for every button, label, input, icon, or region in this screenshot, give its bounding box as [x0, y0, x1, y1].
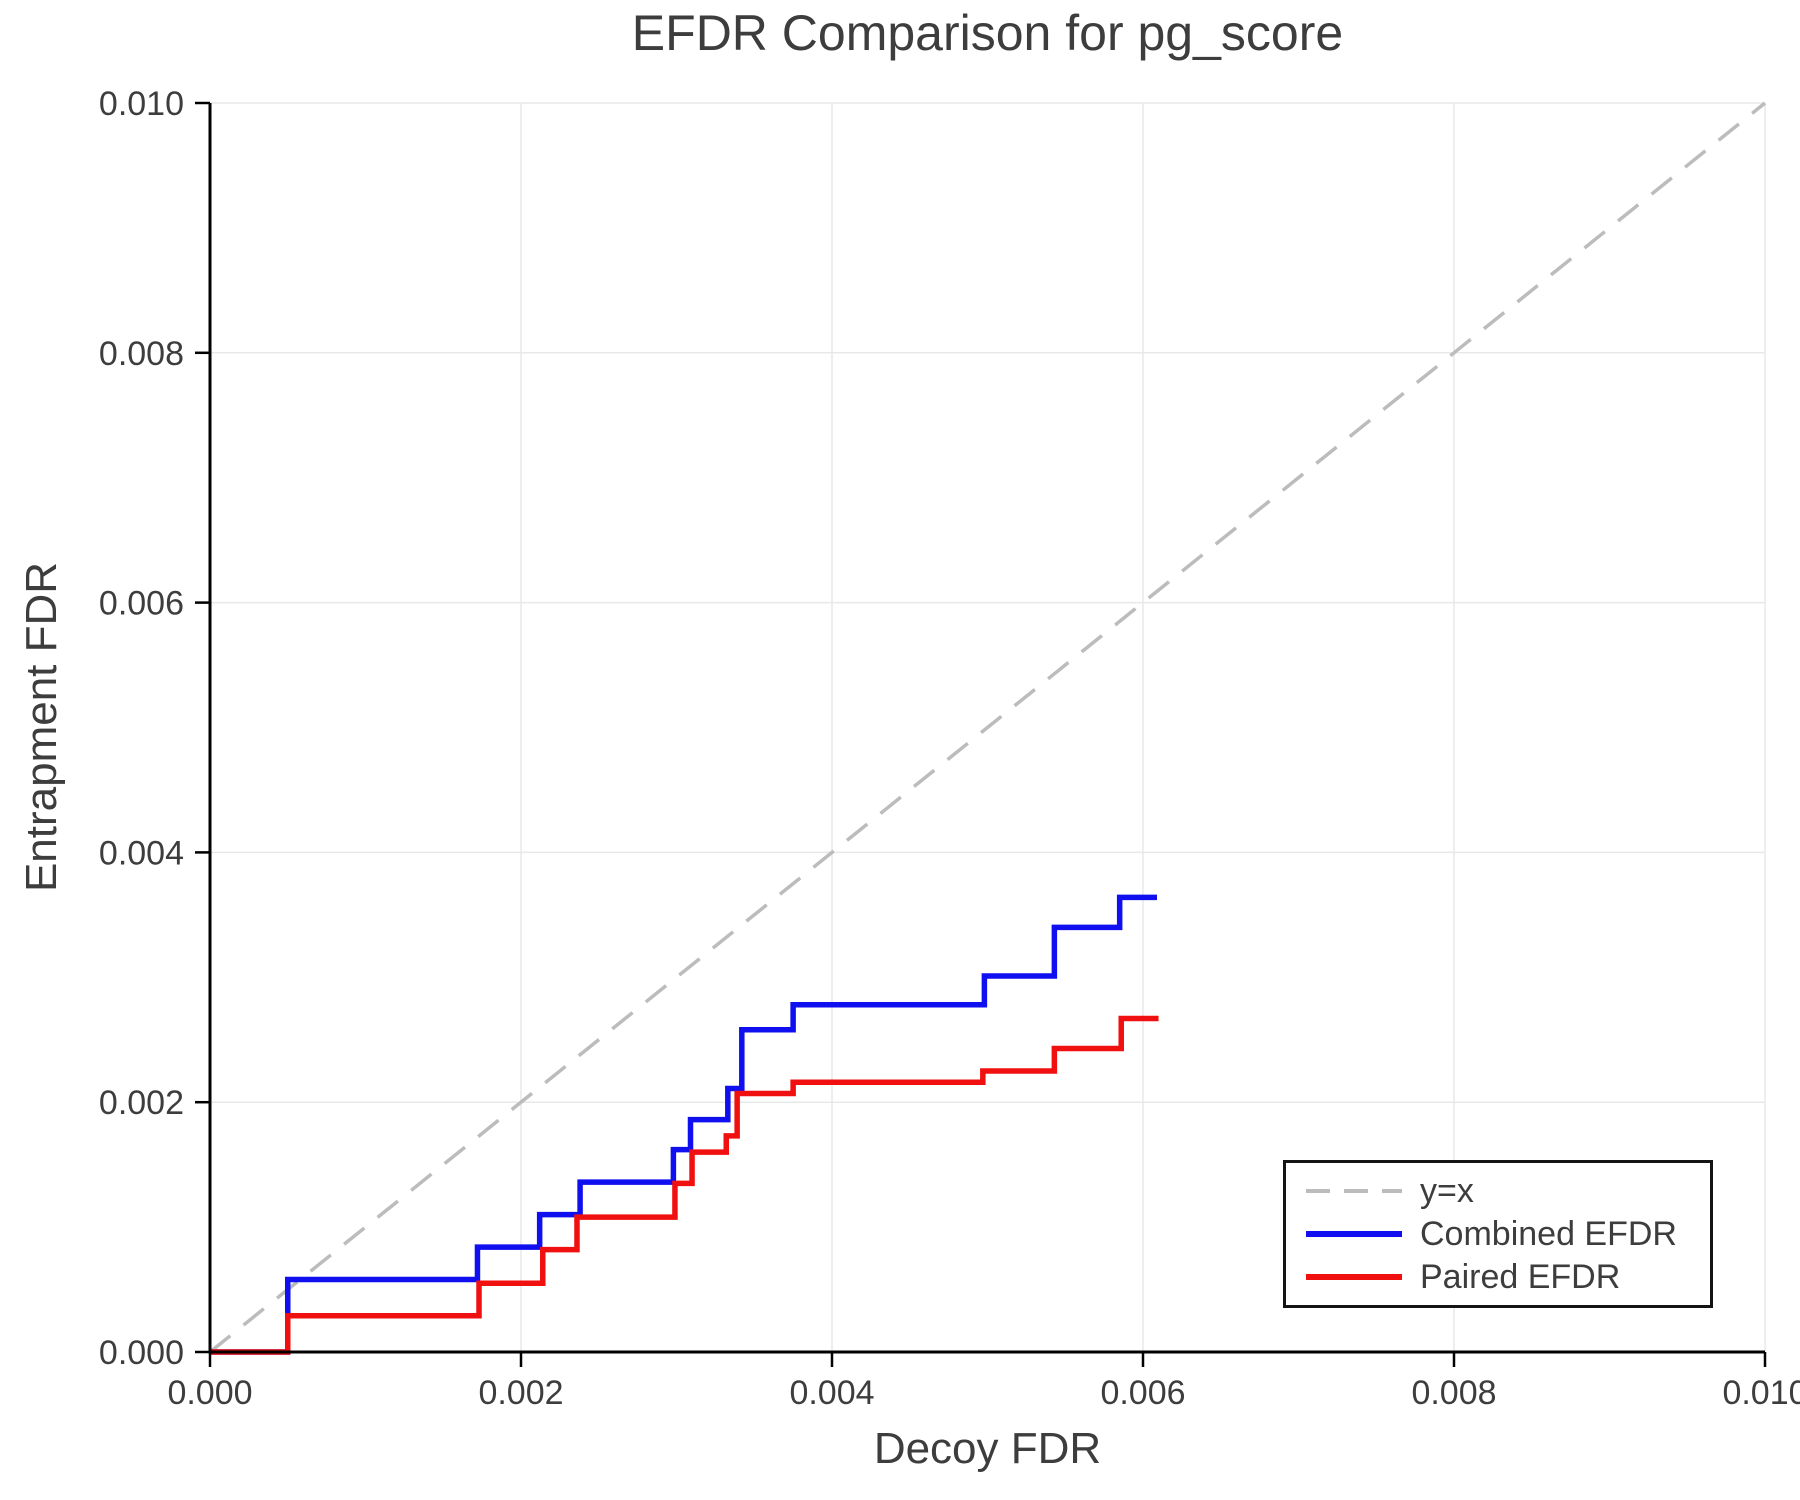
- x-tick-label: 0.010: [1722, 1374, 1800, 1412]
- legend-item-combined: Combined EFDR: [1306, 1216, 1710, 1252]
- x-tick-label: 0.000: [167, 1374, 252, 1412]
- legend-label-reference: y=x: [1420, 1172, 1474, 1210]
- y-tick-label: 0.000: [99, 1334, 184, 1372]
- x-tick-label: 0.008: [1411, 1374, 1496, 1412]
- y-tick-label: 0.010: [99, 85, 184, 123]
- x-tick-label: 0.002: [478, 1374, 563, 1412]
- legend: y=x Combined EFDR Paired EFDR: [1283, 1160, 1713, 1308]
- combined-line-sample: [1306, 1231, 1402, 1237]
- chart-title: EFDR Comparison for pg_score: [631, 5, 1344, 61]
- legend-item-reference: y=x: [1306, 1173, 1710, 1209]
- series-line-paired-efdr: [210, 1015, 1159, 1355]
- x-tick-label: 0.004: [789, 1374, 874, 1412]
- y-tick-label: 0.006: [99, 585, 184, 623]
- x-tick-label: 0.006: [1100, 1374, 1185, 1412]
- series-line-combined-efdr: [210, 894, 1157, 1355]
- legend-item-paired: Paired EFDR: [1306, 1259, 1710, 1295]
- dashed-line-sample: [1306, 1189, 1402, 1193]
- reference-line: [208, 101, 1767, 1354]
- paired-line-sample: [1306, 1274, 1402, 1280]
- y-axis-label: Entrapment FDR: [17, 561, 66, 893]
- y-tick-label: 0.008: [99, 335, 184, 373]
- legend-label-combined: Combined EFDR: [1420, 1215, 1677, 1253]
- y-tick-label: 0.004: [99, 834, 184, 872]
- y-tick-label: 0.002: [99, 1084, 184, 1122]
- legend-label-paired: Paired EFDR: [1420, 1258, 1621, 1296]
- x-axis-label: Decoy FDR: [873, 1424, 1102, 1473]
